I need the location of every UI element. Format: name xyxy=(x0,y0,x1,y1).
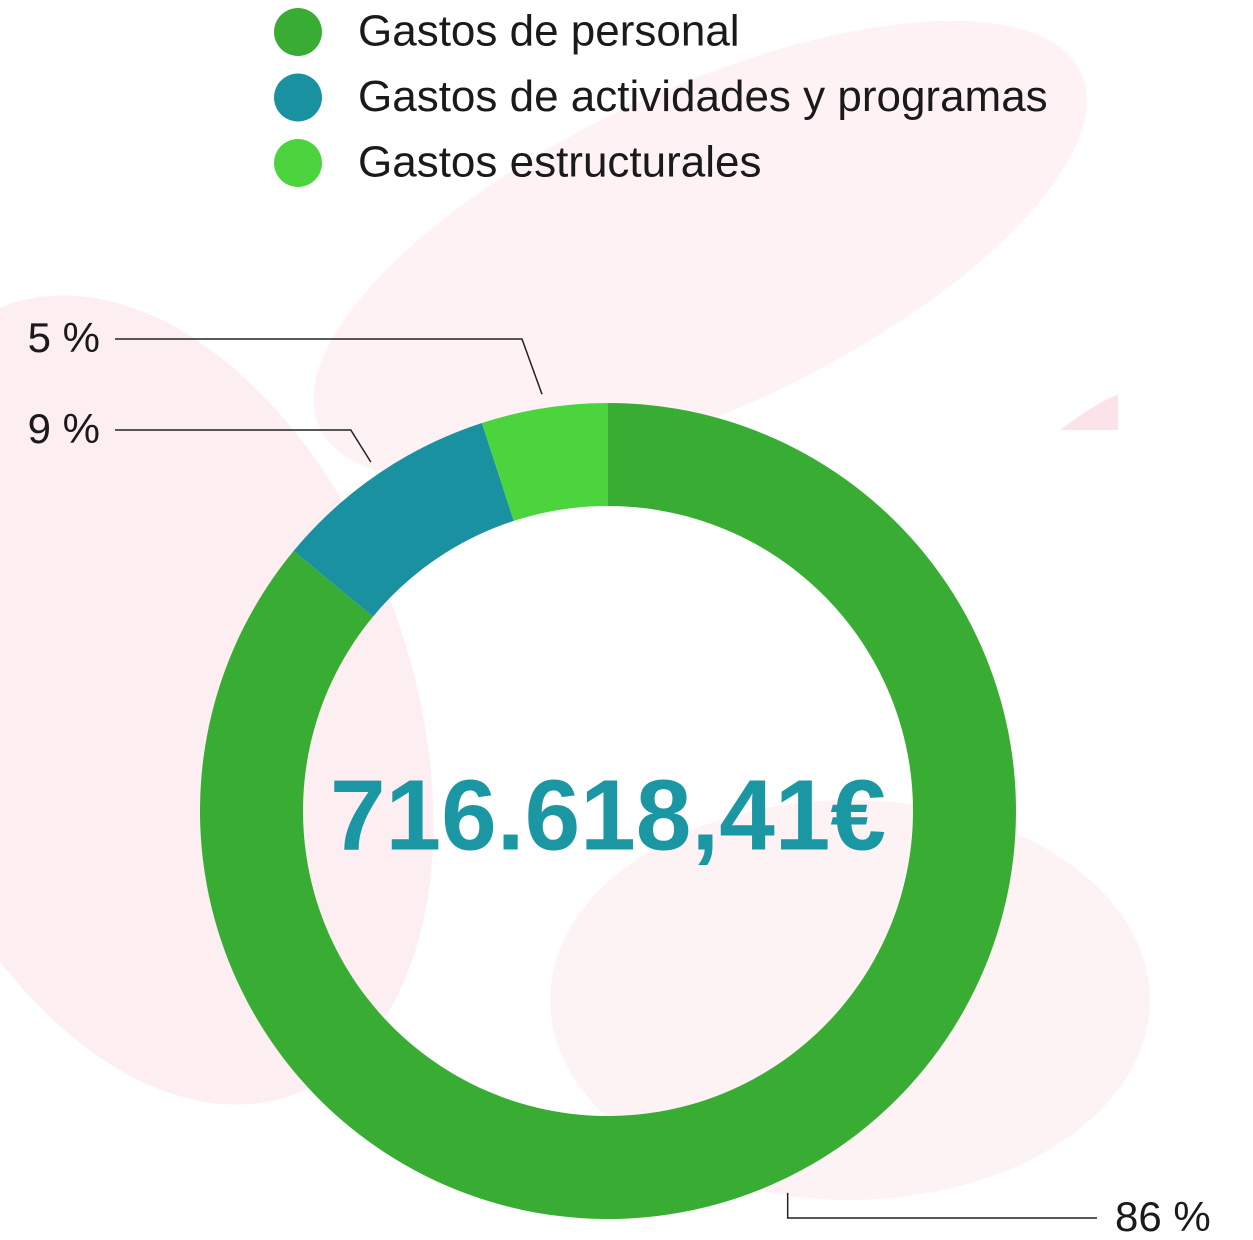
center-total: 716.618,41€ xyxy=(330,759,886,871)
legend-swatch xyxy=(274,139,322,187)
legend-label: Gastos de actividades y programas xyxy=(358,72,1048,121)
value-label: 5 % xyxy=(28,314,100,361)
value-label: 86 % xyxy=(1115,1193,1211,1240)
leader-line xyxy=(786,1192,1097,1219)
leader-line xyxy=(115,338,543,395)
donut-segment xyxy=(481,403,608,521)
leader-line xyxy=(115,429,372,463)
legend-swatch xyxy=(274,8,322,56)
legend-label: Gastos estructurales xyxy=(358,138,762,187)
value-label: 9 % xyxy=(28,405,100,452)
legend-label: Gastos de personal xyxy=(358,7,740,56)
donut-segment xyxy=(293,422,514,617)
background-decoration xyxy=(0,20,1150,1200)
legend-swatch xyxy=(274,73,322,122)
